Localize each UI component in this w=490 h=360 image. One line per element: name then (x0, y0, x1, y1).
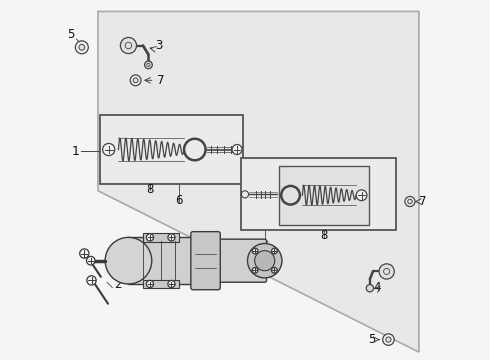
FancyBboxPatch shape (216, 239, 267, 282)
Circle shape (232, 144, 242, 154)
Circle shape (168, 280, 175, 288)
Circle shape (121, 37, 137, 54)
Bar (143, 280, 179, 288)
Circle shape (242, 191, 248, 198)
Circle shape (271, 248, 277, 254)
Circle shape (379, 264, 394, 279)
Text: 5: 5 (368, 333, 376, 346)
Circle shape (80, 249, 89, 258)
Circle shape (147, 234, 153, 241)
Text: 7: 7 (157, 74, 165, 87)
Circle shape (252, 248, 258, 254)
Circle shape (271, 267, 277, 273)
Circle shape (168, 234, 175, 241)
Text: 2: 2 (114, 278, 122, 291)
Circle shape (87, 256, 95, 265)
Circle shape (356, 190, 367, 201)
Circle shape (133, 78, 138, 83)
Circle shape (366, 284, 373, 292)
Polygon shape (98, 12, 419, 352)
Text: 3: 3 (155, 39, 163, 52)
Text: 6: 6 (175, 194, 182, 207)
Text: 4: 4 (373, 281, 381, 294)
Circle shape (105, 237, 152, 284)
Circle shape (386, 337, 391, 342)
Text: 7: 7 (419, 195, 426, 208)
Circle shape (87, 276, 96, 285)
Circle shape (79, 44, 85, 50)
Circle shape (408, 199, 412, 204)
Circle shape (147, 280, 153, 288)
Bar (242, 158, 395, 230)
Circle shape (102, 143, 115, 156)
Bar (100, 116, 243, 184)
Bar (128, 237, 193, 284)
Circle shape (252, 267, 258, 273)
Bar (279, 166, 368, 225)
Circle shape (75, 41, 88, 54)
FancyBboxPatch shape (191, 231, 220, 290)
Text: 8: 8 (320, 229, 328, 242)
Text: 1: 1 (72, 145, 80, 158)
Circle shape (405, 197, 415, 207)
Text: 5: 5 (68, 28, 75, 41)
Circle shape (247, 243, 282, 278)
Bar (143, 233, 179, 242)
Circle shape (130, 75, 141, 86)
Text: 8: 8 (147, 183, 154, 195)
Circle shape (383, 334, 394, 345)
Circle shape (145, 61, 152, 69)
Text: 6: 6 (261, 240, 269, 253)
Circle shape (255, 251, 275, 271)
